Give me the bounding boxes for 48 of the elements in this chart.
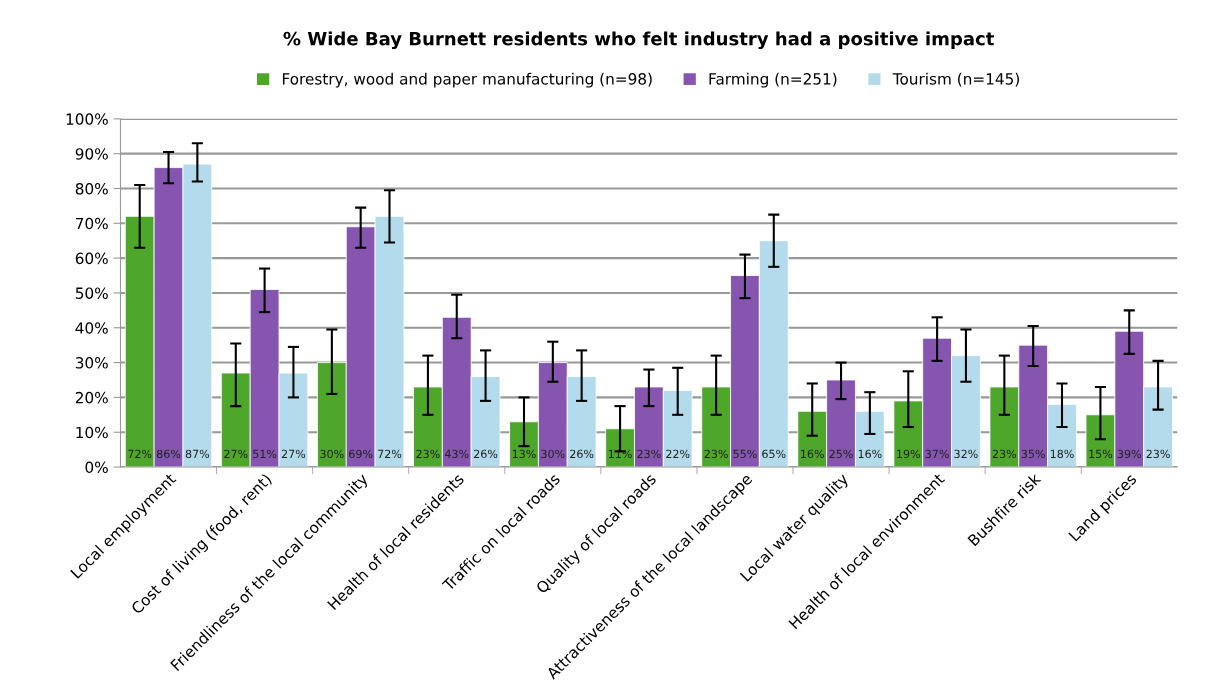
- data-label: 39%: [1117, 449, 1141, 459]
- data-label: 32%: [954, 449, 978, 459]
- legend-label: Farming (n=251): [709, 72, 837, 88]
- data-label: 16%: [858, 449, 882, 459]
- data-label: 27%: [281, 449, 306, 459]
- y-tick-label: 100%: [66, 113, 108, 125]
- data-label: 23%: [637, 449, 661, 459]
- y-tick-label: 50%: [75, 287, 108, 299]
- y-tick-label: 60%: [75, 252, 108, 265]
- legend-label: Tourism (n=145): [892, 72, 1019, 87]
- data-label: 72%: [128, 449, 152, 459]
- data-label: 30%: [320, 449, 344, 459]
- data-label: 15%: [1089, 449, 1113, 459]
- data-label: 23%: [1146, 449, 1170, 459]
- data-label: 35%: [1021, 449, 1045, 459]
- data-label: 51%: [253, 449, 277, 459]
- data-label: 23%: [416, 449, 440, 459]
- y-tick-label: 80%: [75, 182, 108, 195]
- data-label: 23%: [704, 449, 728, 459]
- data-label: 18%: [1050, 449, 1074, 459]
- legend-label: Forestry, wood and paper manufacturing (n=98): [282, 72, 652, 88]
- data-label: 16%: [801, 449, 824, 459]
- data-label: 87%: [185, 449, 210, 459]
- y-tick-label: 30%: [75, 357, 108, 369]
- y-tick-label: 10%: [76, 426, 108, 439]
- data-label: 22%: [666, 449, 690, 459]
- data-label: 30%: [541, 449, 565, 459]
- y-tick-label: 90%: [75, 148, 108, 160]
- data-label: 25%: [829, 449, 853, 459]
- y-tick-label: 40%: [75, 322, 108, 334]
- data-label: 72%: [378, 449, 402, 459]
- data-label: 65%: [762, 449, 786, 459]
- data-label: 26%: [474, 449, 498, 459]
- data-label: 43%: [444, 449, 469, 459]
- y-tick-label: 70%: [75, 217, 108, 230]
- data-label: 13%: [512, 449, 536, 459]
- y-tick-label: 0%: [85, 461, 108, 474]
- data-label: 11%: [608, 449, 632, 459]
- chart-title: % Wide Bay Burnett residents who felt industry had a positive impact: [283, 31, 994, 50]
- data-label: 37%: [925, 449, 949, 459]
- y-tick-label: 20%: [75, 391, 108, 404]
- data-label: 26%: [570, 449, 594, 459]
- data-label: 19%: [897, 449, 921, 459]
- data-label: 86%: [156, 449, 181, 459]
- data-label: 69%: [349, 449, 373, 459]
- data-label: 27%: [224, 449, 248, 459]
- data-label: 23%: [992, 449, 1017, 459]
- data-label: 55%: [733, 449, 757, 459]
